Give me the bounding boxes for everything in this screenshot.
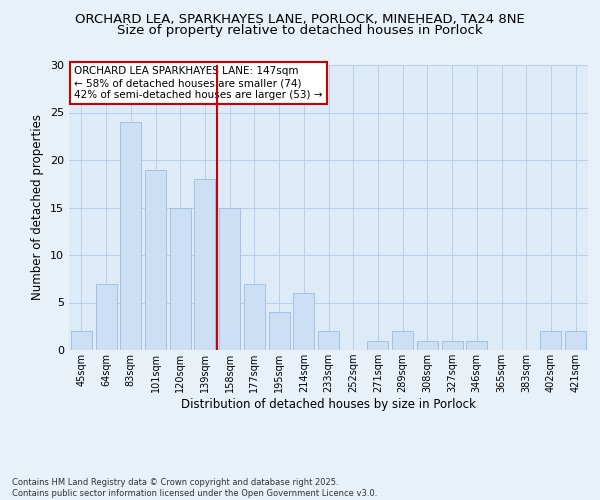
Bar: [170, 208, 191, 350]
Text: ORCHARD LEA, SPARKHAYES LANE, PORLOCK, MINEHEAD, TA24 8NE: ORCHARD LEA, SPARKHAYES LANE, PORLOCK, M…: [75, 12, 525, 26]
Bar: [95, 284, 116, 350]
Text: ORCHARD LEA SPARKHAYES LANE: 147sqm
← 58% of detached houses are smaller (74)
42: ORCHARD LEA SPARKHAYES LANE: 147sqm ← 58…: [74, 66, 323, 100]
Bar: [442, 340, 463, 350]
X-axis label: Distribution of detached houses by size in Porlock: Distribution of detached houses by size …: [181, 398, 476, 411]
Bar: [293, 293, 314, 350]
Bar: [120, 122, 141, 350]
Text: Contains HM Land Registry data © Crown copyright and database right 2025.
Contai: Contains HM Land Registry data © Crown c…: [12, 478, 377, 498]
Bar: [541, 331, 562, 350]
Bar: [244, 284, 265, 350]
Bar: [269, 312, 290, 350]
Bar: [367, 340, 388, 350]
Bar: [318, 331, 339, 350]
Text: Size of property relative to detached houses in Porlock: Size of property relative to detached ho…: [117, 24, 483, 37]
Bar: [194, 179, 215, 350]
Y-axis label: Number of detached properties: Number of detached properties: [31, 114, 44, 300]
Bar: [466, 340, 487, 350]
Bar: [565, 331, 586, 350]
Bar: [71, 331, 92, 350]
Bar: [219, 208, 240, 350]
Bar: [417, 340, 438, 350]
Bar: [392, 331, 413, 350]
Bar: [145, 170, 166, 350]
